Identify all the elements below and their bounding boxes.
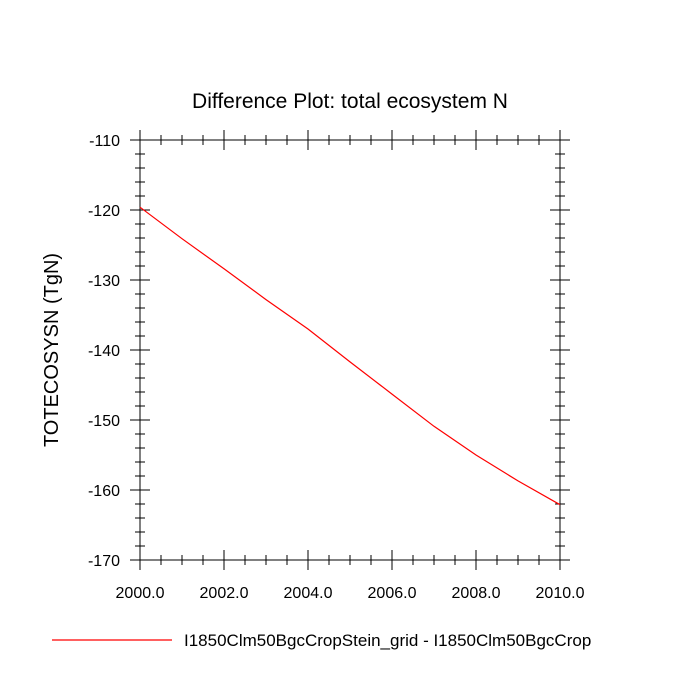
x-tick-label: 2000.0 <box>116 585 165 602</box>
y-tick-label: -150 <box>88 413 120 430</box>
y-tick-label: -120 <box>88 203 120 220</box>
y-tick-label: -160 <box>88 483 120 500</box>
legend-label: I1850Clm50BgcCropStein_grid - I1850Clm50… <box>184 631 591 650</box>
y-axis-label: TOTECOSYSN (TgN) <box>41 253 63 447</box>
y-tick-label: -130 <box>88 273 120 290</box>
x-tick-label: 2006.0 <box>368 585 417 602</box>
legend: I1850Clm50BgcCropStein_grid - I1850Clm50… <box>52 631 591 650</box>
x-tick-label: 2002.0 <box>200 585 249 602</box>
x-tick-label: 2004.0 <box>284 585 333 602</box>
y-tick-label: -110 <box>89 133 120 150</box>
plot-area: 2000.0 2002.0 2004.0 2006.0 2008.0 2010.0 -110… <box>88 130 585 602</box>
plot-frame <box>139 139 561 561</box>
chart-title: Difference Plot: total ecosystem N <box>192 90 508 113</box>
x-tick-label: 2008.0 <box>452 585 501 602</box>
series-line <box>139 206 561 506</box>
y-tick-label: -140 <box>88 343 120 360</box>
x-tick-label: 2010.0 <box>536 585 585 602</box>
y-tick-label: -170 <box>88 553 120 570</box>
